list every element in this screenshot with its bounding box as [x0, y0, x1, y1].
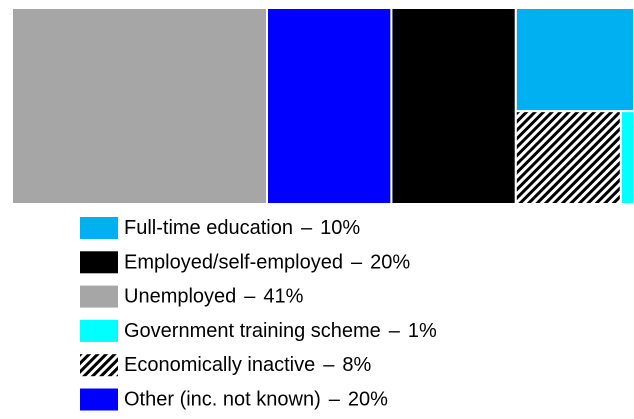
legend-swatch: [80, 251, 118, 274]
treemap-tile: [266, 7, 393, 205]
legend-value: 8%: [342, 354, 371, 376]
legend-label: Employed/self-employed –20%: [124, 252, 410, 274]
legend-separator: –: [301, 217, 313, 239]
legend-label: Economically inactive –8%: [124, 354, 371, 376]
legend-label: Full-time education –10%: [124, 217, 360, 239]
legend-swatch: [80, 285, 118, 308]
legend-label: Unemployed –41%: [124, 286, 304, 308]
legend-name: Full-time education: [124, 217, 293, 239]
legend-name: Unemployed: [124, 286, 236, 308]
legend-name: Economically inactive: [124, 354, 315, 376]
legend-label: Government training scheme –1%: [124, 320, 437, 342]
treemap-tile: [619, 110, 634, 205]
legend-value: 20%: [370, 252, 410, 274]
legend-swatch: [80, 354, 118, 377]
legend-separator: –: [389, 320, 401, 342]
legend-name: Government training scheme: [124, 320, 381, 342]
treemap-tile: [390, 7, 517, 205]
legend-value: 41%: [263, 286, 303, 308]
legend-separator: –: [329, 389, 341, 411]
legend-separator: –: [244, 286, 256, 308]
legend-separator: –: [351, 252, 363, 274]
legend-label: Other (inc. not known) –20%: [124, 389, 388, 411]
treemap-tile: [11, 7, 269, 205]
legend-swatch: [80, 319, 118, 342]
legend-value: 10%: [320, 217, 360, 239]
treemap-tile: [514, 7, 634, 113]
legend-value: 1%: [408, 320, 437, 342]
legend-name: Other (inc. not known): [124, 389, 321, 411]
legend-swatch: [80, 388, 118, 411]
legend-swatch: [80, 217, 118, 239]
legend-name: Employed/self-employed: [124, 252, 343, 274]
legend-separator: –: [323, 354, 335, 376]
treemap-tile: [514, 110, 622, 205]
legend-value: 20%: [348, 389, 388, 411]
